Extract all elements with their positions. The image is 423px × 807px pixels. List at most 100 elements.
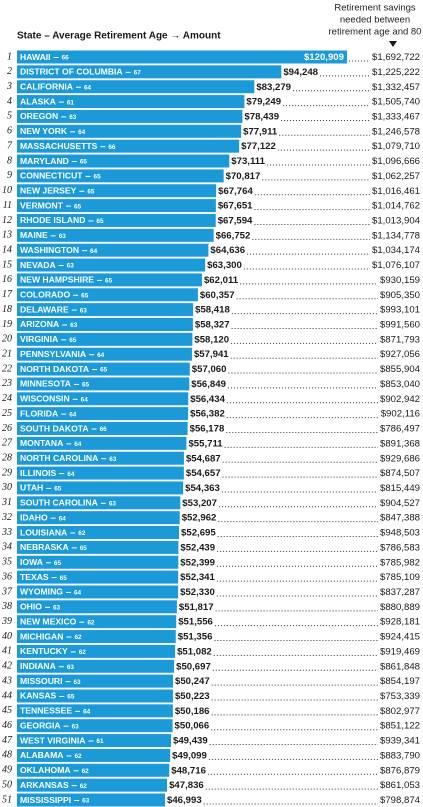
state-name: MINNESOTA — [20, 379, 71, 389]
age: 63 — [109, 500, 117, 507]
rank: 2 — [7, 66, 12, 77]
amount-label: $58,120 — [194, 334, 229, 345]
savings-label: $861,848 — [380, 661, 420, 672]
state-name: CONNECTICUT — [20, 171, 83, 181]
savings-label: $1,692,722 — [372, 52, 420, 63]
amount-label: $50,186 — [175, 706, 210, 717]
rank: 11 — [3, 200, 12, 211]
rank: 16 — [2, 274, 12, 285]
state-name: CALIFORNIA — [20, 81, 73, 91]
bar — [17, 422, 188, 435]
savings-label: $851,122 — [380, 721, 420, 732]
amount-label: $67,764 — [218, 186, 253, 197]
rank: 6 — [7, 126, 12, 137]
bar — [17, 748, 171, 762]
amount-label: $49,439 — [173, 736, 208, 747]
amount-label: $57,060 — [192, 364, 227, 375]
savings-label: $871,793 — [380, 334, 420, 345]
savings-label: $939,341 — [380, 736, 420, 747]
state-name: IDAHO — [20, 512, 48, 522]
rank: 15 — [2, 259, 12, 270]
rank: 3 — [6, 81, 12, 92]
rank: 24 — [2, 393, 12, 404]
bar — [17, 288, 198, 302]
rank: 31 — [1, 497, 12, 508]
amount-label: $51,356 — [178, 632, 213, 643]
bar — [17, 644, 176, 658]
age: 64 — [59, 515, 67, 522]
rank: 45 — [2, 705, 12, 716]
state-name: SOUTH DAKOTA — [20, 423, 89, 433]
savings-label: $1,505,740 — [372, 97, 420, 108]
age: 62 — [79, 649, 87, 656]
subtitle: retirement age and 80 — [329, 27, 422, 38]
amount-label: $51,556 — [178, 617, 213, 628]
rank: 17 — [2, 289, 13, 300]
state-name: RHODE ISLAND — [20, 215, 85, 225]
amount-label: $77,911 — [243, 126, 278, 137]
state-name: NEW JERSEY — [20, 186, 77, 196]
state-name: COLORADO — [20, 290, 70, 300]
amount-label: $56,178 — [190, 424, 225, 435]
bar — [17, 763, 170, 777]
age: 63 — [70, 322, 78, 329]
age: 65 — [69, 337, 77, 344]
bar — [17, 778, 168, 792]
bar — [17, 496, 181, 510]
rank: 7 — [7, 140, 13, 151]
bar — [17, 719, 173, 733]
age: 65 — [96, 218, 104, 225]
rank: 42 — [2, 661, 12, 672]
savings-label: $1,034,174 — [372, 245, 421, 256]
savings-label: $853,040 — [380, 379, 420, 390]
rank: 12 — [2, 215, 12, 226]
amount-label: $57,941 — [194, 349, 229, 360]
age: 61 — [96, 738, 104, 745]
age: 64 — [74, 590, 82, 597]
savings-label: $919,469 — [380, 646, 420, 657]
state-name: TEXAS — [20, 572, 49, 582]
age: 66 — [108, 144, 116, 151]
bar — [17, 600, 177, 614]
rank: 10 — [2, 185, 12, 196]
bar — [17, 332, 193, 346]
savings-label: $861,053 — [380, 780, 420, 791]
bar — [17, 615, 177, 629]
bar — [17, 704, 173, 718]
state-name: NEW MEXICO — [20, 616, 77, 626]
state-name: MARYLAND — [20, 156, 69, 166]
savings-label: $1,225,222 — [372, 67, 420, 78]
age: 64 — [78, 129, 86, 136]
bar — [17, 347, 192, 361]
amount-label: $56,849 — [191, 379, 226, 390]
age: 62 — [74, 634, 82, 641]
bar — [17, 124, 242, 138]
age: 63 — [72, 723, 80, 730]
savings-label: $1,016,461 — [372, 186, 420, 197]
bar — [17, 169, 224, 183]
amount-label: $67,594 — [218, 215, 253, 226]
age: 63 — [67, 664, 75, 671]
amount-label: $49,099 — [172, 750, 207, 761]
rank: 13 — [2, 230, 12, 241]
rank: 14 — [2, 244, 12, 255]
rank: 37 — [1, 586, 13, 597]
bar — [17, 511, 180, 525]
amount-label: $52,962 — [182, 513, 217, 524]
bar — [17, 570, 179, 584]
savings-label: $880,889 — [380, 602, 420, 613]
age: 65 — [67, 694, 75, 701]
state-name: OKLAHOMA — [20, 765, 71, 775]
amount-label: $50,247 — [175, 676, 210, 687]
amount-label: $94,248 — [283, 67, 318, 78]
chart-title: State – Average Retirement Age → Amount — [17, 31, 221, 42]
amount-label: $77,122 — [241, 141, 276, 152]
amount-label: $52,439 — [180, 542, 215, 553]
rank: 34 — [1, 542, 12, 553]
amount-label: $58,327 — [195, 320, 230, 331]
amount-label: $79,249 — [246, 97, 281, 108]
age: 62 — [87, 619, 95, 626]
age: 63 — [109, 456, 117, 463]
amount-label: $73,111 — [231, 156, 265, 167]
